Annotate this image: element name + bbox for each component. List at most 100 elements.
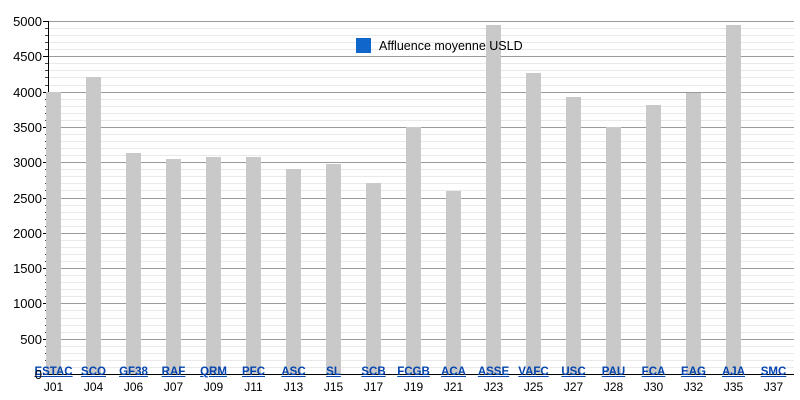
x-axis-matchday-label: J15 xyxy=(323,380,344,394)
x-axis-team-link-sl[interactable]: SL xyxy=(326,366,341,378)
y-axis-tick-label: 2500 xyxy=(13,190,42,206)
minor-gridline xyxy=(49,148,794,150)
minor-gridline xyxy=(49,70,794,72)
y-axis-major-tick xyxy=(43,197,48,199)
y-axis-tick-label: 0 xyxy=(34,367,42,382)
x-axis-team-link-raf[interactable]: RAF xyxy=(161,366,186,378)
x-axis-matchday-label: J28 xyxy=(603,380,624,394)
y-axis-major-tick xyxy=(43,162,48,164)
minor-gridline xyxy=(49,63,794,65)
minor-gridline xyxy=(49,246,794,248)
minor-gridline xyxy=(49,84,794,86)
minor-gridline xyxy=(49,253,794,255)
minor-gridline xyxy=(49,239,794,241)
bar-pfc xyxy=(246,157,261,374)
bar-gf38 xyxy=(126,153,141,374)
x-axis-matchday-label: J06 xyxy=(123,380,144,394)
x-axis-matchday-label: J19 xyxy=(403,380,424,394)
bar-vafc xyxy=(526,73,541,374)
y-axis-tick-label: 3500 xyxy=(13,119,42,135)
x-axis-matchday-label: J21 xyxy=(443,380,464,394)
minor-gridline xyxy=(49,169,794,171)
minor-gridline xyxy=(49,289,794,291)
y-axis-minor-tick xyxy=(45,63,48,65)
bar-usc xyxy=(566,96,581,374)
major-gridline xyxy=(49,91,794,93)
major-gridline xyxy=(49,162,794,164)
minor-gridline xyxy=(49,218,794,220)
minor-gridline xyxy=(49,345,794,347)
major-gridline xyxy=(49,232,794,234)
minor-gridline xyxy=(49,112,794,114)
minor-gridline xyxy=(49,211,794,213)
x-axis-matchday-label: J32 xyxy=(683,380,704,394)
minor-gridline xyxy=(49,331,794,333)
y-axis-tick-label: 4000 xyxy=(13,84,42,100)
y-axis-tick-label: 3000 xyxy=(13,155,42,171)
bar-sco xyxy=(86,77,101,374)
x-axis-matchday-label: J11 xyxy=(244,380,263,394)
x-axis-team-link-usc[interactable]: USC xyxy=(561,366,586,378)
y-axis-major-tick xyxy=(43,338,48,340)
x-axis-matchday-label: J07 xyxy=(163,380,184,394)
minor-gridline xyxy=(49,155,794,157)
x-axis-team-link-eag[interactable]: EAG xyxy=(681,366,706,378)
minor-gridline xyxy=(49,261,794,263)
bar-fcgb xyxy=(406,126,421,374)
bar-aca xyxy=(446,191,461,374)
x-axis-team-link-vafc[interactable]: VAFC xyxy=(518,366,549,378)
x-axis-team-link-scb[interactable]: SCB xyxy=(361,366,386,378)
x-axis-team-link-fca[interactable]: FCA xyxy=(641,366,666,378)
x-axis-team-link-gf38[interactable]: GF38 xyxy=(119,366,148,378)
x-axis-team-link-pau[interactable]: PAU xyxy=(601,366,626,378)
y-axis-minor-tick xyxy=(45,49,48,51)
bar-aja xyxy=(726,25,741,374)
x-axis-matchday-label: J04 xyxy=(83,380,104,394)
minor-gridline xyxy=(49,133,794,135)
minor-gridline xyxy=(49,42,794,44)
minor-gridline xyxy=(49,77,794,79)
minor-gridline xyxy=(49,28,794,30)
minor-gridline xyxy=(49,49,794,51)
y-axis-tick-label: 1500 xyxy=(13,261,42,277)
x-axis-team-link-asse[interactable]: ASSE xyxy=(477,366,510,378)
legend: Affluence moyenne USLD xyxy=(356,38,523,53)
x-axis-matchday-label: J30 xyxy=(643,380,664,394)
y-axis-major-tick xyxy=(43,21,48,22)
minor-gridline xyxy=(49,176,794,178)
minor-gridline xyxy=(49,366,794,368)
y-axis-tick-label: 2000 xyxy=(13,225,42,241)
x-axis-team-link-fcgb[interactable]: FCGB xyxy=(397,366,430,378)
minor-gridline xyxy=(49,119,794,121)
y-axis-major-tick xyxy=(43,303,48,305)
x-axis-team-link-smc[interactable]: SMC xyxy=(760,366,787,378)
major-gridline xyxy=(49,303,794,305)
x-axis-team-link-qrm[interactable]: QRM xyxy=(200,366,227,378)
x-axis-team-link-sco[interactable]: SCO xyxy=(81,366,106,378)
bar-scb xyxy=(366,183,381,374)
major-gridline xyxy=(49,197,794,199)
major-gridline xyxy=(49,21,794,22)
y-axis-major-tick xyxy=(43,374,48,375)
bar-asse xyxy=(486,25,501,374)
minor-gridline xyxy=(49,275,794,277)
y-axis-minor-tick xyxy=(45,35,48,37)
y-axis-minor-tick xyxy=(45,84,48,86)
major-gridline xyxy=(49,56,794,58)
x-axis-team-link-asc[interactable]: ASC xyxy=(281,366,306,378)
major-gridline xyxy=(49,338,794,340)
y-axis-tick-label: 4500 xyxy=(13,49,42,65)
x-axis-matchday-label: J27 xyxy=(563,380,584,394)
y-axis-minor-tick xyxy=(45,77,48,79)
x-axis-team-link-estac[interactable]: ESTAC xyxy=(34,366,73,378)
y-axis-major-tick xyxy=(43,232,48,234)
x-axis-matchday-label: J23 xyxy=(483,380,504,394)
x-axis-team-link-aja[interactable]: AJA xyxy=(721,366,746,378)
minor-gridline xyxy=(49,324,794,326)
x-axis-team-link-pfc[interactable]: PFC xyxy=(242,366,265,378)
bar-sl xyxy=(326,164,341,374)
minor-gridline xyxy=(49,190,794,192)
x-axis-matchday-label: J35 xyxy=(723,380,744,394)
major-gridline xyxy=(49,268,794,270)
x-axis-team-link-aca[interactable]: ACA xyxy=(441,366,466,378)
